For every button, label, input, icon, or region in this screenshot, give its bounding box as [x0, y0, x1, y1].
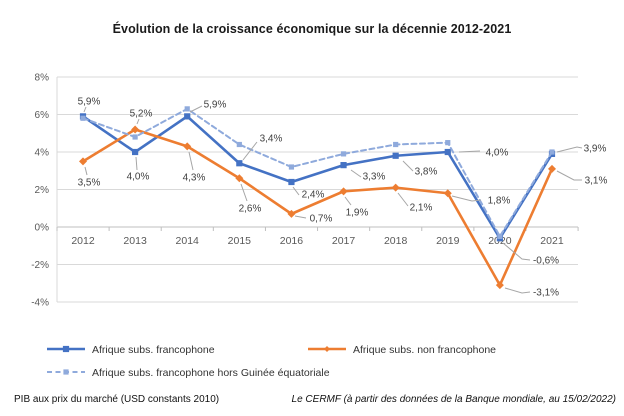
chart-title: Évolution de la croissance économique su…: [112, 22, 512, 36]
svg-text:2017: 2017: [332, 235, 356, 247]
svg-text:-0,6%: -0,6%: [533, 256, 559, 267]
svg-text:2013: 2013: [123, 235, 147, 247]
svg-text:3,3%: 3,3%: [363, 172, 386, 183]
footer-note-gdp-basis: PIB aux prix du marché (USD constants 20…: [14, 394, 220, 405]
svg-text:5,9%: 5,9%: [204, 100, 227, 111]
svg-text:2016: 2016: [280, 235, 304, 247]
footer-source-credit: Le CERMF (à partir des données de la Ban…: [291, 394, 616, 405]
svg-text:5,9%: 5,9%: [78, 97, 101, 108]
svg-text:4,0%: 4,0%: [486, 148, 509, 159]
svg-text:-3,1%: -3,1%: [533, 288, 559, 299]
svg-text:3,5%: 3,5%: [78, 178, 101, 189]
legend-item-francophone-hors-guinee: Afrique subs. francophone hors Guinée éq…: [47, 366, 330, 380]
legend-label: Afrique subs. francophone: [92, 344, 215, 356]
svg-text:2021: 2021: [540, 235, 564, 247]
svg-text:-2%: -2%: [31, 260, 49, 271]
svg-text:5,2%: 5,2%: [130, 109, 153, 120]
svg-text:3,8%: 3,8%: [415, 167, 438, 178]
svg-text:2,1%: 2,1%: [410, 203, 433, 214]
svg-text:2019: 2019: [436, 235, 460, 247]
svg-text:2,4%: 2,4%: [302, 190, 325, 201]
svg-text:2012: 2012: [71, 235, 95, 247]
svg-text:0%: 0%: [35, 223, 50, 234]
svg-text:3,9%: 3,9%: [584, 144, 607, 155]
svg-text:1,9%: 1,9%: [346, 208, 369, 219]
svg-text:6%: 6%: [35, 110, 50, 121]
svg-text:-4%: -4%: [31, 298, 49, 309]
svg-text:8%: 8%: [35, 73, 50, 84]
svg-text:4,0%: 4,0%: [127, 172, 150, 183]
legend-swatch-orange-solid-icon: [308, 341, 346, 359]
legend-label: Afrique subs. francophone hors Guinée éq…: [92, 367, 330, 379]
svg-text:3,4%: 3,4%: [260, 134, 283, 145]
svg-text:2015: 2015: [228, 235, 252, 247]
svg-text:2018: 2018: [384, 235, 408, 247]
legend-swatch-blue-solid-icon: [47, 341, 85, 359]
svg-text:2%: 2%: [35, 185, 50, 196]
svg-text:3,1%: 3,1%: [585, 176, 608, 187]
svg-text:2,6%: 2,6%: [239, 204, 262, 215]
svg-text:1,8%: 1,8%: [488, 196, 511, 207]
svg-text:4,3%: 4,3%: [183, 173, 206, 184]
legend-swatch-lightblue-dashed-icon: [47, 364, 85, 382]
svg-text:2014: 2014: [176, 235, 200, 247]
svg-text:4%: 4%: [35, 148, 50, 159]
legend-label: Afrique subs. non francophone: [353, 344, 497, 356]
svg-text:0,7%: 0,7%: [310, 214, 333, 225]
legend-item-francophone: Afrique subs. francophone: [47, 343, 215, 357]
legend-item-non-francophone: Afrique subs. non francophone: [308, 343, 496, 357]
